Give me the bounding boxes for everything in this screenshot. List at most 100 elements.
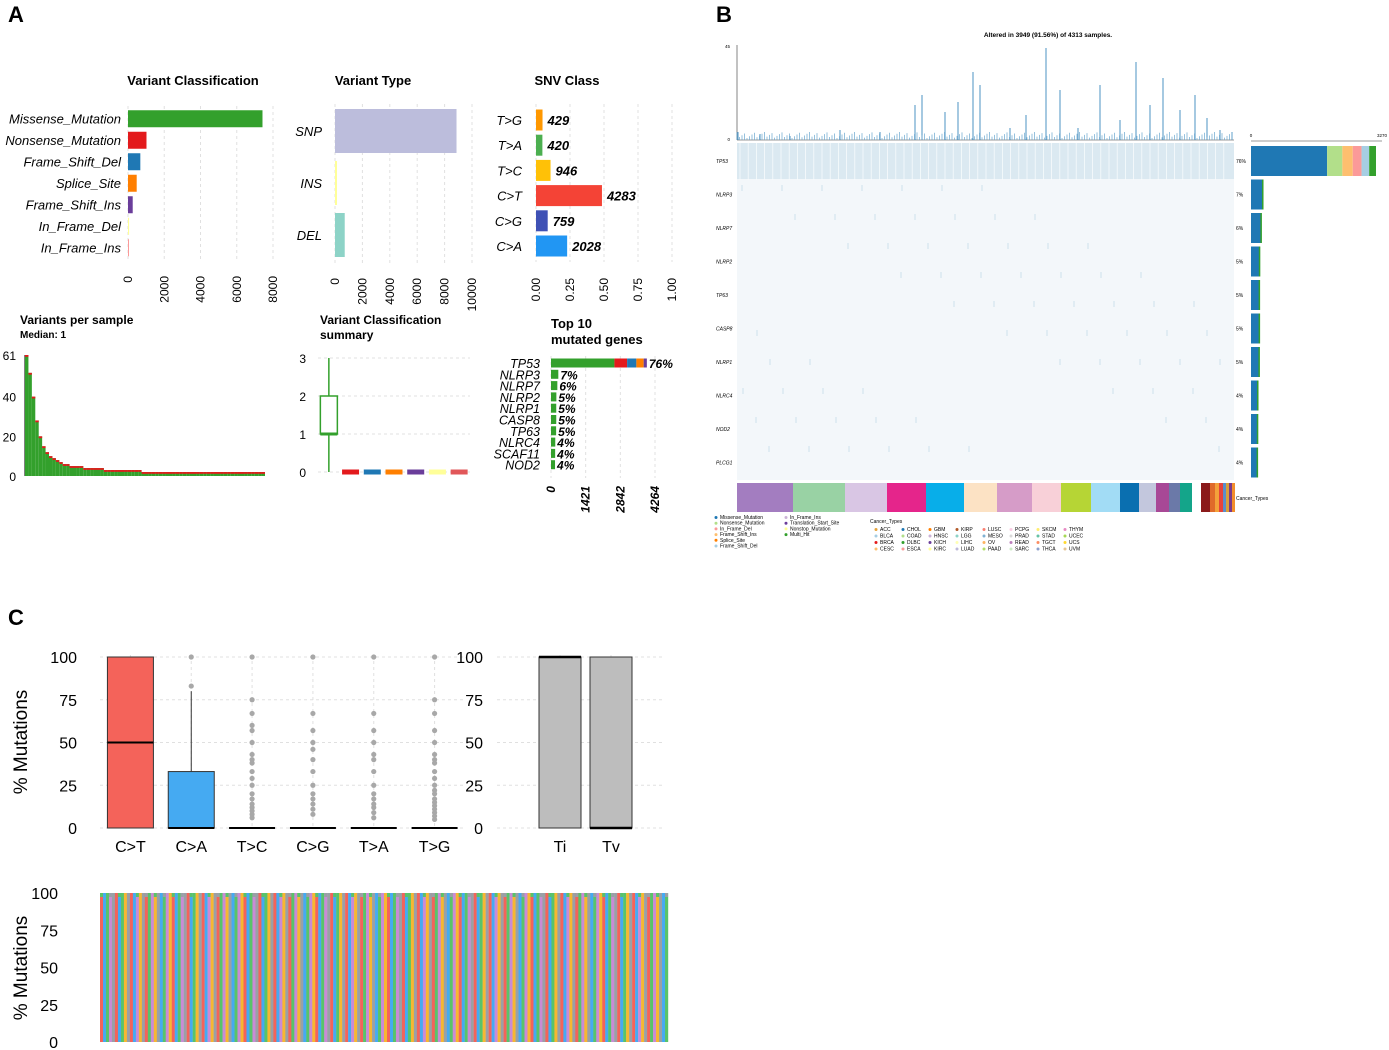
sample-stack <box>231 893 235 1042</box>
sample-bar <box>158 472 163 476</box>
legend-label: READ <box>1015 540 1029 546</box>
category-label: In_Frame_Del <box>39 219 122 234</box>
gene-label: TP53 <box>510 357 540 371</box>
sample-stack-top <box>189 893 193 897</box>
side-bar-cap <box>1258 280 1261 310</box>
legend-label: PRAD <box>1015 534 1029 540</box>
legend-label: Frame_Shift_Ins <box>720 532 757 538</box>
legend-swatch <box>714 533 718 537</box>
sample-stack <box>497 893 501 1042</box>
sample-stack <box>246 893 250 1042</box>
sample-stack <box>446 893 450 1042</box>
sample-stack <box>141 893 146 1042</box>
sample-stack <box>647 893 651 1042</box>
side-stack-segment <box>1342 146 1353 176</box>
outlier-point <box>371 791 377 797</box>
bar-snv <box>536 210 548 232</box>
sample-stack <box>629 893 633 1042</box>
sample-stack-top <box>539 893 543 897</box>
sample-bar-cap <box>117 470 121 472</box>
sample-stack-top <box>117 893 121 897</box>
oncoplot-percent-label: 5% <box>1236 260 1244 266</box>
y-tick-label: 2 <box>299 390 306 404</box>
sample-stack-top <box>449 893 453 897</box>
sample-stack <box>560 893 564 1042</box>
sample-bar <box>193 472 197 476</box>
y-tick-label: 0 <box>474 821 483 838</box>
cancer-legend-title: Cancer_Types <box>870 519 903 525</box>
legend-swatch <box>784 521 788 525</box>
side-bar <box>1251 246 1260 277</box>
y-tick-label: 75 <box>59 693 77 710</box>
side-bar-cap <box>1262 179 1264 210</box>
sample-stack <box>416 893 421 1042</box>
gene-bar <box>551 448 556 458</box>
oncoplot-gene-label: NLRP2 <box>716 260 732 266</box>
sample-stack <box>413 893 418 1042</box>
sample-stack-top <box>602 893 606 897</box>
sample-stack <box>132 893 137 1042</box>
sample-stack <box>539 893 543 1042</box>
cancer-type-block <box>1219 483 1223 512</box>
legend-swatch <box>1036 547 1040 551</box>
sample-stack <box>536 893 540 1042</box>
sample-stack <box>180 893 184 1042</box>
sample-stack <box>291 893 295 1042</box>
sample-stack <box>614 893 618 1042</box>
legend-swatch <box>874 534 878 538</box>
sample-stack <box>186 893 190 1042</box>
cancer-type-block <box>845 483 887 512</box>
x-tick-label: 4000 <box>383 278 397 305</box>
sample-stack <box>216 893 220 1042</box>
sample-bar-cap <box>25 355 29 357</box>
legend-label: ACC <box>880 527 891 533</box>
sample-stack <box>443 893 447 1042</box>
sample-stack <box>369 893 373 1042</box>
legend-swatch <box>982 528 986 531</box>
sample-stack-top <box>386 893 390 897</box>
cancer-type-block <box>1232 483 1235 512</box>
sample-bar <box>138 470 142 476</box>
variants-per-sample-title: Variants per sample <box>20 313 134 327</box>
sample-stack <box>557 893 561 1042</box>
sample-stack <box>467 893 471 1042</box>
category-label: SNP <box>295 124 322 139</box>
sample-stack <box>617 893 621 1042</box>
sample-bar <box>86 468 91 476</box>
sample-stack <box>288 893 292 1042</box>
sample-stack <box>189 893 193 1042</box>
legend-label: STAD <box>1042 534 1055 540</box>
sample-stack <box>336 893 340 1042</box>
sample-bar <box>28 372 32 476</box>
outlier-point <box>371 739 377 746</box>
sample-bar <box>124 470 128 476</box>
sample-bar <box>210 472 214 476</box>
sample-bar <box>38 436 43 476</box>
outlier-point <box>249 722 255 729</box>
sample-stack-top <box>180 893 184 897</box>
oncoplot-percent-label: 7% <box>1236 193 1244 199</box>
x-tick-label: 2000 <box>157 276 171 303</box>
cancer-type-block <box>1226 483 1229 512</box>
outlier-point <box>249 791 255 797</box>
sample-stack <box>198 893 202 1042</box>
sample-bar <box>251 472 255 476</box>
legend-label: OV <box>988 540 996 546</box>
legend-label: TGCT <box>1042 540 1056 546</box>
outlier-point <box>310 739 316 746</box>
sample-bar-cap <box>35 420 39 423</box>
legend-swatch <box>982 547 986 551</box>
sample-stack <box>632 893 636 1042</box>
sample-bar-cap <box>59 462 63 464</box>
legend-label: BLCA <box>880 534 894 540</box>
y-tick-label: 0 <box>299 466 306 480</box>
sample-stack <box>129 893 134 1042</box>
sample-bar-cap <box>76 466 80 468</box>
box-nonsense_mutation <box>342 469 360 475</box>
x-tick-label: 4264 <box>648 486 662 514</box>
outlier-point <box>310 746 316 752</box>
sample-stack <box>593 893 597 1042</box>
sample-stack-top <box>656 893 660 897</box>
outlier-point <box>431 757 438 763</box>
bar-frame_shift_del <box>128 153 141 171</box>
